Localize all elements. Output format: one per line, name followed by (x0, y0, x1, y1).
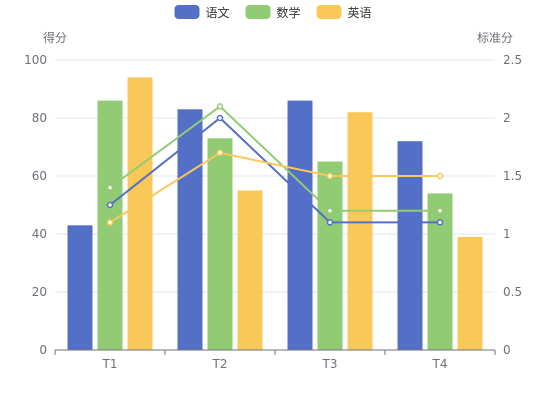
y-tick-right: 0.5 (503, 285, 522, 299)
bar-T4-1 (397, 141, 423, 350)
legend-swatch-2 (245, 5, 271, 19)
y-tick-left: 100 (24, 53, 47, 67)
line-point-1-3 (326, 219, 334, 226)
line-point-3-3 (326, 172, 334, 180)
line-point-1-2 (216, 114, 224, 122)
bar-T3-1 (287, 100, 313, 350)
y-tick-right: 0 (503, 343, 511, 357)
line-series-2 (109, 105, 440, 212)
x-tick-label: T1 (102, 357, 118, 371)
x-tick-label: T3 (322, 357, 338, 371)
line-point-2-3 (326, 207, 334, 215)
y-axis-title-right: 标准分 (477, 31, 513, 45)
y-tick-right: 2.5 (503, 53, 522, 67)
line-series-3 (109, 151, 440, 224)
legend-label-2: 数学 (277, 5, 301, 20)
bar-T3-3 (347, 112, 373, 350)
bar-T2-3 (237, 190, 263, 350)
x-tick-label: T2 (212, 357, 228, 371)
legend-swatch-3 (316, 5, 342, 19)
y-tick-left: 60 (32, 169, 47, 183)
legend-label-1: 语文 (206, 5, 230, 20)
bar-T2-1 (177, 109, 203, 350)
y-tick-right: 1.5 (503, 169, 522, 183)
x-tick-label: T4 (432, 357, 448, 371)
y-tick-left: 0 (39, 343, 47, 357)
y-axis-title-left: 得分 (43, 30, 67, 45)
lines (106, 103, 444, 226)
y-tick-right: 1 (503, 227, 511, 241)
bar-T4-3 (457, 236, 483, 350)
line-point-3-2 (216, 149, 224, 157)
legend: 语文 数学 英语 (174, 5, 372, 20)
bar-T1-1 (67, 225, 93, 350)
legend-label-3: 英语 (348, 6, 372, 20)
line-series-1 (109, 116, 440, 224)
bars (67, 77, 483, 351)
line-point-2-1 (106, 184, 114, 191)
bar-T2-2 (207, 138, 233, 350)
bar-T3-2 (317, 161, 343, 350)
line-point-1-4 (436, 219, 444, 226)
line-point-2-2 (216, 103, 224, 110)
line-point-2-4 (436, 207, 444, 215)
bar-T1-3 (127, 77, 153, 351)
legend-swatch-1 (174, 5, 200, 19)
y-tick-left: 20 (32, 285, 47, 299)
axes: 0 20 40 60 80 100 0 0.5 1 1.5 2 2.5 T1 T2 T3 T4 (24, 53, 522, 371)
y-tick-left: 40 (32, 227, 47, 241)
y-tick-left: 80 (32, 111, 47, 125)
line-point-3-4 (436, 172, 444, 180)
bar-T4-2 (427, 193, 453, 350)
line-point-3-1 (106, 219, 114, 226)
y-tick-right: 2 (503, 111, 511, 125)
line-point-1-1 (106, 201, 114, 209)
